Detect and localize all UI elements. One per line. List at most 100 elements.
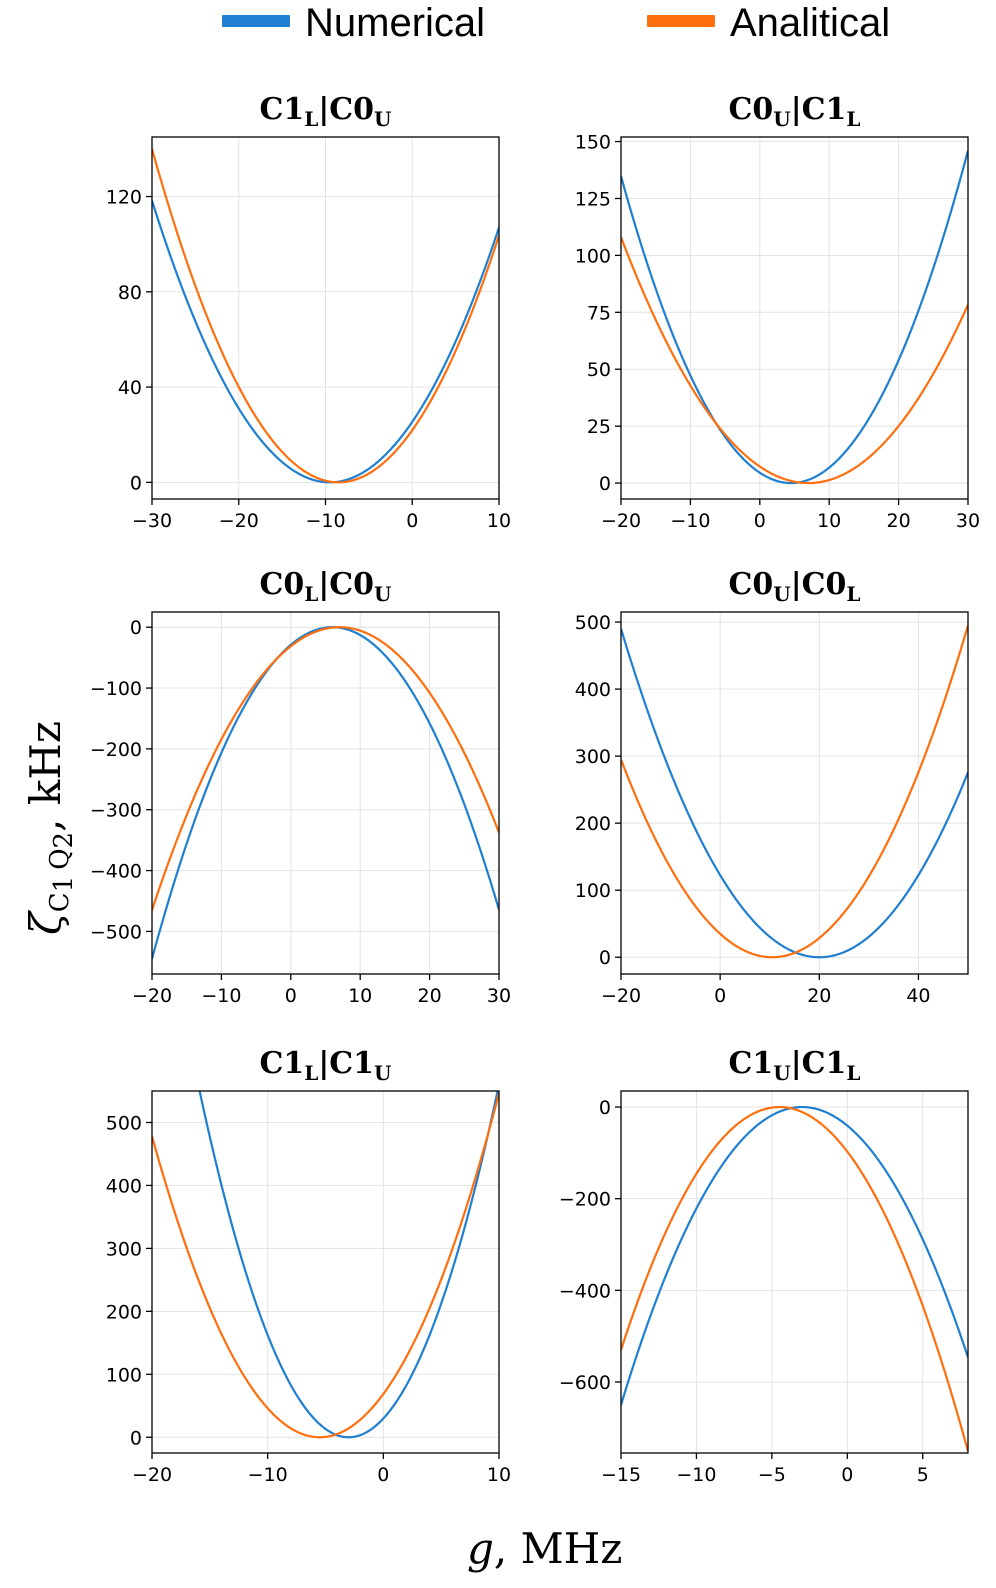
y-tick-label: 500 [575, 612, 611, 634]
y-tick-label: 25 [587, 416, 611, 438]
x-tick-label: −20 [132, 1464, 172, 1486]
x-axis-label: g, MHz [467, 1524, 622, 1573]
x-tick-label: 10 [487, 1464, 511, 1486]
y-tick-label: −100 [90, 678, 142, 700]
subplot-title-part: U [773, 1061, 790, 1085]
y-tick-label: 40 [118, 377, 142, 399]
x-tick-label: 0 [841, 1464, 853, 1486]
subplot-title-part: | [318, 1046, 329, 1081]
x-tick-label: 40 [906, 985, 930, 1007]
legend-swatch-analitical [647, 15, 715, 27]
x-tick-label: −10 [676, 1464, 716, 1486]
x-tick-label: 0 [714, 985, 726, 1007]
series-line-numerical [152, 200, 499, 484]
subplot-title-part: | [318, 92, 329, 127]
x-tick-label: −20 [132, 985, 172, 1007]
subplot-title-part: U [374, 1061, 391, 1085]
x-tick-label: 30 [956, 510, 980, 532]
y-tick-label: −400 [559, 1280, 611, 1302]
subplot-2: −20 −10 0 10 20 30 0 25 50 75 100 125 150 C0U|C1L [575, 92, 980, 532]
subplot-title-part: C0 [729, 92, 774, 127]
x-tick-label: 0 [406, 510, 418, 532]
series-line-analitical [152, 148, 499, 484]
plot-frame [620, 136, 969, 500]
y-tick-label: 150 [575, 132, 611, 154]
subplot-title: C1U|C1L [729, 1046, 861, 1085]
y-tick-label: −200 [559, 1189, 611, 1211]
x-tick-label: 10 [817, 510, 841, 532]
subplot-title-part: | [791, 567, 802, 602]
subplot-title: C0U|C1L [729, 92, 861, 131]
x-tick-label: 20 [807, 985, 831, 1007]
x-tick-label: 20 [418, 985, 442, 1007]
plot-frame [151, 611, 500, 975]
subplot-title: C1L|C1U [260, 1046, 392, 1085]
y-axis-label-symbol: ζ [21, 910, 70, 935]
subplot-title: C0L|C0U [260, 567, 392, 606]
subplot-title-part: C1 [260, 92, 305, 127]
subplot-title-part: C1 [802, 1046, 847, 1081]
subplot-title-part: L [304, 107, 318, 131]
y-tick-label: 0 [130, 617, 142, 639]
y-tick-label: 300 [106, 1238, 142, 1260]
subplot-title-part: L [846, 1061, 860, 1085]
subplot-title-part: L [304, 1061, 318, 1085]
y-tick-label: 0 [599, 473, 611, 495]
subplot-title-part: L [846, 107, 860, 131]
subplot-title-part: C1 [260, 1046, 305, 1081]
subplot-title-part: C1 [729, 1046, 774, 1081]
y-tick-label: −600 [559, 1372, 611, 1394]
plot-frame [620, 1090, 969, 1454]
plot-frame [151, 1090, 500, 1454]
y-tick-label: −300 [90, 800, 142, 822]
y-axis-label-sub-1: 1 [49, 876, 79, 893]
x-tick-label: −20 [219, 510, 259, 532]
y-tick-label: 400 [575, 679, 611, 701]
series-line-numerical [198, 1091, 499, 1439]
series-line-numerical [152, 626, 499, 960]
y-axis-label-unit: , kHz [21, 721, 70, 832]
legend-swatch-numerical [222, 15, 290, 27]
legend-label-numerical: Numerical [305, 1, 485, 45]
x-tick-label: 10 [487, 510, 511, 532]
subplot-title-part: U [773, 582, 790, 606]
subplot-title-part: C0 [329, 567, 374, 602]
x-tick-label: −30 [132, 510, 172, 532]
subplot-title-part: | [791, 1046, 802, 1081]
x-tick-label: 5 [917, 1464, 929, 1486]
series-line-analitical [621, 1105, 968, 1452]
y-axis-label-sub-2: 2 [49, 832, 79, 849]
subplot-title-part: C0 [329, 92, 374, 127]
series-line-numerical [621, 628, 968, 959]
y-tick-label: 0 [130, 1427, 142, 1449]
x-tick-label: −20 [601, 510, 641, 532]
y-tick-label: 0 [599, 947, 611, 969]
legend-item-numerical[interactable]: Numerical [222, 1, 485, 45]
subplot-title: C0U|C0L [729, 567, 861, 606]
y-tick-label: 400 [106, 1175, 142, 1197]
y-tick-label: 75 [587, 302, 611, 324]
x-tick-label: −10 [248, 1464, 288, 1486]
y-tick-label: 0 [599, 1097, 611, 1119]
series-line-numerical [621, 150, 968, 485]
y-tick-label: 50 [587, 359, 611, 381]
subplot-3: −20 −10 0 10 20 30−500−400−300−200−1000C0L|C0… [90, 567, 511, 1007]
y-tick-label: −400 [90, 861, 142, 883]
plot-frame [620, 611, 969, 975]
subplot-title-part: C0 [729, 567, 774, 602]
y-tick-label: 100 [106, 1364, 142, 1386]
subplot-title: C1L|C0U [260, 92, 392, 131]
y-tick-label: 200 [106, 1301, 142, 1323]
subplot-title-part: L [846, 582, 860, 606]
x-tick-label: −15 [601, 1464, 641, 1486]
x-tick-label: 10 [348, 985, 372, 1007]
legend-item-analitical[interactable]: Analitical [647, 1, 890, 45]
subplot-title-part: C0 [802, 567, 847, 602]
x-tick-label: −20 [601, 985, 641, 1007]
y-tick-label: 500 [106, 1112, 142, 1134]
